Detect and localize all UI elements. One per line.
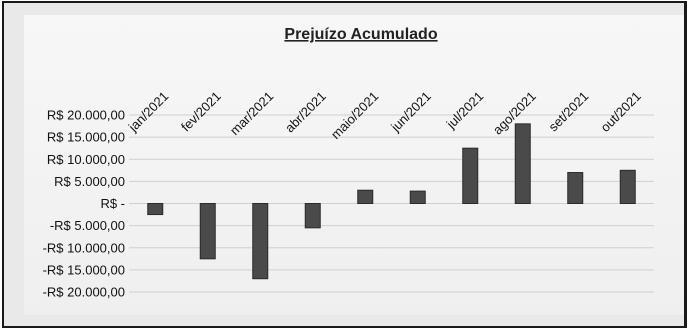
x-category-label: jan/2021 [125, 89, 172, 136]
bar-jan-2021 [147, 203, 164, 216]
chart-title: Prejuízo Acumulado [284, 26, 437, 43]
bar-maio-2021 [357, 189, 374, 205]
chart-panel [24, 15, 684, 315]
y-tick-label: -R$ 5.000,00 [50, 218, 125, 233]
bar-chart: Prejuízo Acumulado R$ 20.000,00 R$ 15.000… [43, 26, 654, 300]
bar-out-2021 [619, 169, 636, 204]
y-tick-label: R$ 20.000,00 [47, 108, 125, 123]
y-tick-label: R$ - [100, 196, 125, 211]
x-category-label: jun/2021 [387, 89, 434, 136]
chart-frame: Prejuízo Acumulado R$ 20.000,00 R$ 15.000… [2, 1, 687, 328]
gridlines [129, 114, 654, 293]
y-axis-tick-labels: R$ 20.000,00 R$ 15.000,00 R$ 10.000,00 R$ 5… [43, 108, 125, 300]
bar-abr-2021 [304, 203, 321, 229]
x-category-label: jul/2021 [443, 89, 487, 133]
bar-fev-2021 [199, 203, 216, 260]
bar-jul-2021 [462, 147, 479, 204]
bars [147, 123, 636, 280]
y-tick-label: -R$ 15.000,00 [43, 262, 125, 277]
y-tick-label: -R$ 20.000,00 [43, 285, 125, 300]
bar-ago-2021 [514, 123, 531, 204]
bar-set-2021 [567, 172, 584, 204]
bar-jun-2021 [409, 190, 426, 205]
bar-mar-2021 [252, 203, 269, 280]
y-tick-label: R$ 10.000,00 [47, 152, 125, 167]
x-category-label: set/2021 [545, 89, 591, 135]
y-tick-label: R$ 15.000,00 [47, 130, 125, 145]
x-category-label: out/2021 [597, 89, 643, 135]
y-tick-label: -R$ 10.000,00 [43, 240, 125, 255]
x-category-label: fev/2021 [178, 89, 224, 135]
x-category-label: abr/2021 [282, 89, 329, 136]
x-category-label: mar/2021 [227, 89, 276, 138]
x-category-label: ago/2021 [490, 89, 539, 138]
y-tick-label: R$ 5.000,00 [54, 174, 125, 189]
